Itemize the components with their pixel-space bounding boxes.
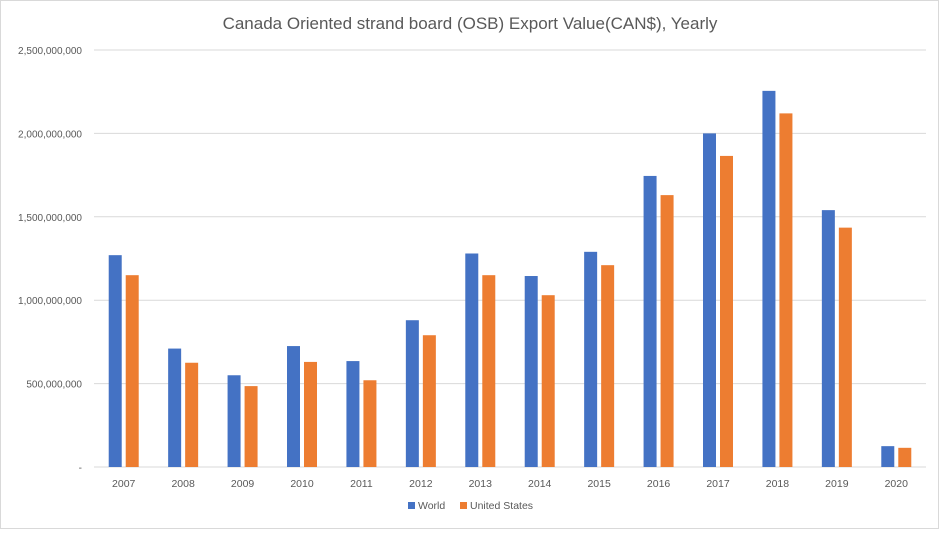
bar-world-2017 xyxy=(703,133,716,467)
bar-united-states-2008 xyxy=(185,362,199,467)
bars xyxy=(108,90,912,468)
bar-world-2014 xyxy=(524,276,538,467)
x-tick-label: 2019 xyxy=(825,478,849,490)
x-tick-label: 2013 xyxy=(469,478,493,490)
bar-united-states-2007 xyxy=(125,275,139,467)
x-tick-label: 2011 xyxy=(350,478,373,490)
legend-label: World xyxy=(418,500,445,512)
bar-united-states-2014 xyxy=(541,295,555,467)
bar-world-2016 xyxy=(643,175,657,467)
x-tick-label: 2008 xyxy=(171,478,195,490)
x-tick-label: 2016 xyxy=(647,478,671,490)
legend-swatch-world xyxy=(408,502,415,509)
x-tick-label: 2014 xyxy=(528,478,552,490)
bar-world-2007 xyxy=(108,255,122,467)
y-tick-label: 500,000,000 xyxy=(26,380,82,391)
bar-united-states-2012 xyxy=(422,335,436,467)
bar-united-states-2011 xyxy=(363,380,377,467)
x-axis-ticks: 2007 2008 2009 2010 2011 2012 2013 2014 2015 2016… xyxy=(112,478,908,490)
y-tick-label: - xyxy=(79,463,82,474)
bar-world-2015 xyxy=(584,251,598,467)
bar-world-2011 xyxy=(346,361,360,467)
legend: World United States xyxy=(408,500,533,512)
y-tick-label: 1,000,000,000 xyxy=(18,296,82,307)
bar-world-2010 xyxy=(287,346,300,467)
bar-world-2018 xyxy=(762,90,776,467)
y-tick-label: 1,500,000,000 xyxy=(18,213,82,224)
legend-swatch-united-states xyxy=(460,502,467,509)
bar-united-states-2010 xyxy=(304,361,317,467)
x-tick-label: 2009 xyxy=(231,478,255,490)
bar-united-states-2018 xyxy=(779,113,793,467)
bar-united-states-2020 xyxy=(898,447,912,467)
x-tick-label: 2017 xyxy=(706,478,730,490)
bar-united-states-2013 xyxy=(482,275,496,467)
x-tick-label: 2018 xyxy=(766,478,790,490)
chart-title: Canada Oriented strand board (OSB) Expor… xyxy=(223,14,718,33)
bar-world-2009 xyxy=(227,375,241,467)
bar-united-states-2019 xyxy=(838,227,852,467)
bar-world-2012 xyxy=(405,320,419,467)
y-axis-ticks: - 500,000,000 1,000,000,000 1,500,000,000 2,… xyxy=(18,46,82,474)
bar-world-2020 xyxy=(881,446,895,467)
gridlines xyxy=(94,49,926,468)
bar-united-states-2015 xyxy=(601,265,615,467)
bar-world-2019 xyxy=(821,210,835,468)
bar-united-states-2009 xyxy=(244,386,258,467)
bar-world-2008 xyxy=(168,348,182,467)
x-tick-label: 2007 xyxy=(112,478,136,490)
y-tick-label: 2,500,000,000 xyxy=(18,46,82,57)
legend-label: United States xyxy=(470,500,533,512)
x-tick-label: 2010 xyxy=(290,478,314,490)
bar-united-states-2017 xyxy=(720,155,733,467)
bar-world-2013 xyxy=(465,253,479,467)
bar-united-states-2016 xyxy=(660,195,674,467)
x-tick-label: 2012 xyxy=(409,478,433,490)
y-tick-label: 2,000,000,000 xyxy=(18,129,82,140)
x-tick-label: 2020 xyxy=(885,478,909,490)
x-tick-label: 2015 xyxy=(587,478,611,490)
